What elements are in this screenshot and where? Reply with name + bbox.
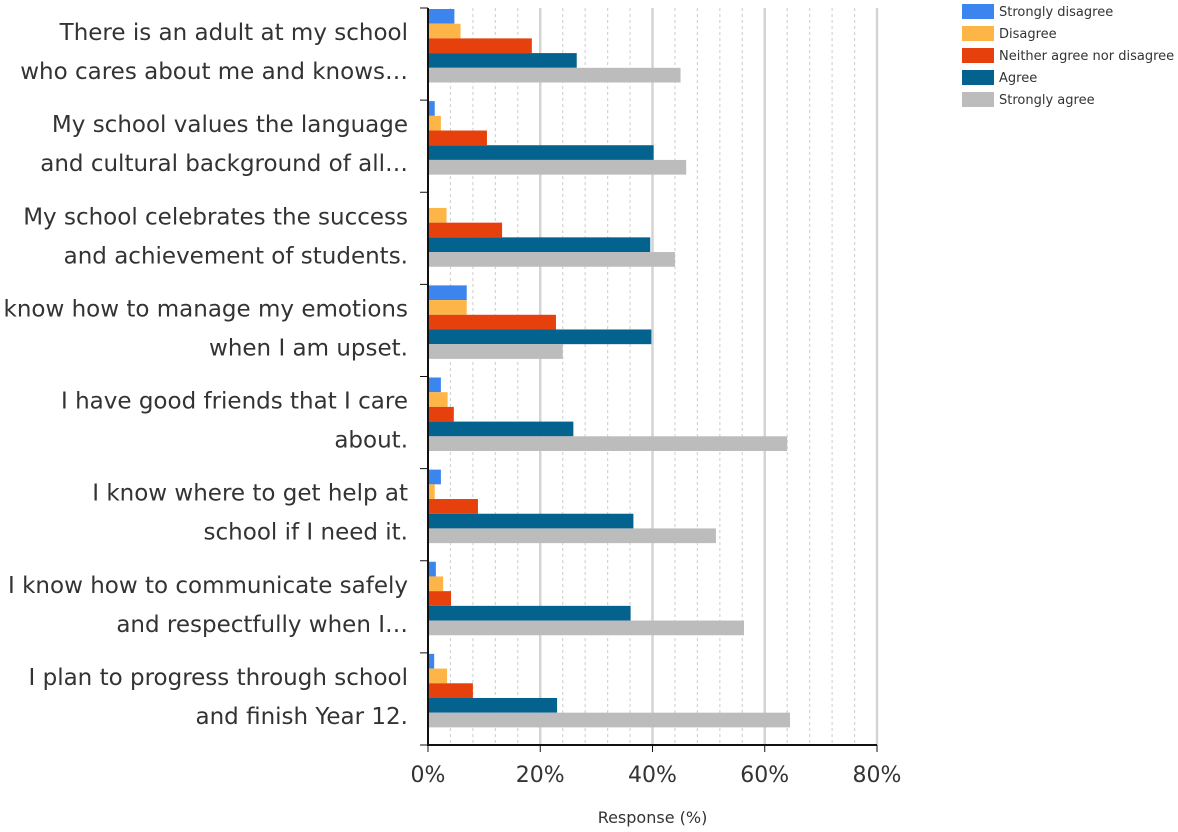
bar-agree (428, 513, 634, 529)
bar-disagree (428, 23, 461, 39)
category-labels: There is an adult at my school who cares … (0, 20, 408, 730)
bar-agree (428, 605, 631, 621)
bar-strongly-agree (428, 67, 681, 83)
bar-strongly-disagree (428, 653, 435, 669)
legend-label: Agree (999, 71, 1037, 86)
bar-strongly-agree (428, 528, 716, 544)
bar-neither-agree-nor-disagree (428, 314, 556, 330)
bar-strongly-disagree (428, 377, 441, 393)
category-label: My school values the language and cultura… (40, 112, 408, 177)
legend-item: Agree (962, 70, 1037, 86)
bar-strongly-disagree (428, 101, 435, 116)
bar-disagree (428, 484, 435, 500)
x-tick-label: 20% (516, 763, 565, 788)
bar-strongly-disagree (428, 285, 467, 301)
bar-strongly-disagree (428, 469, 441, 485)
bar-strongly-agree (428, 344, 563, 359)
bar-disagree (428, 392, 448, 407)
x-tick-labels: 0% 20% 40% 60% 80% (411, 763, 902, 788)
bar-agree (428, 421, 574, 437)
x-tick-label: 60% (740, 763, 789, 788)
bar-agree (428, 145, 654, 160)
bars (428, 9, 791, 728)
bar-group (428, 469, 716, 544)
bar-group (428, 207, 675, 267)
bar-disagree (428, 668, 448, 684)
bar-strongly-agree (428, 252, 675, 267)
bar-disagree (428, 115, 441, 131)
bar-disagree (428, 300, 467, 315)
axes (420, 7, 878, 752)
category-label: I have good friends that I care about. (61, 389, 408, 454)
bar-group (428, 561, 744, 636)
category-label: I know how to manage my emotions when I a… (0, 296, 408, 361)
bar-group (428, 285, 652, 359)
category-label: My school celebrates the success and achi… (23, 204, 408, 269)
bar-agree (428, 53, 577, 68)
bar-strongly-agree (428, 436, 788, 451)
bar-neither-agree-nor-disagree (428, 591, 452, 606)
x-tick-label: 80% (853, 763, 902, 788)
category-label: I know how to communicate safely and resp… (8, 573, 408, 638)
legend-label: Neither agree nor disagree (999, 49, 1174, 64)
category-label: I know where to get help at school if I n… (92, 481, 408, 546)
legend-label: Strongly disagree (999, 5, 1113, 20)
bar-neither-agree-nor-disagree (428, 130, 487, 146)
legend-swatch (962, 4, 994, 19)
bar-group (428, 653, 791, 728)
legend: Strongly disagree Disagree Neither agree n… (962, 4, 1174, 108)
bar-neither-agree-nor-disagree (428, 222, 503, 238)
bar-strongly-agree (428, 620, 744, 636)
x-tick-label: 40% (628, 763, 677, 788)
bar-strongly-agree (428, 159, 687, 175)
bar-strongly-agree (428, 712, 791, 728)
legend-item: Strongly disagree (962, 4, 1113, 20)
bar-neither-agree-nor-disagree (428, 406, 454, 422)
x-tick-label: 0% (411, 763, 446, 788)
legend-item: Strongly agree (962, 92, 1095, 108)
bar-group (428, 377, 788, 451)
legend-item: Disagree (962, 26, 1057, 42)
category-label: There is an adult at my school who cares … (20, 20, 408, 85)
bar-strongly-disagree (428, 9, 455, 24)
legend-swatch (962, 26, 994, 41)
legend-label: Disagree (999, 27, 1057, 42)
bar-disagree (428, 207, 447, 223)
legend-item: Neither agree nor disagree (962, 48, 1174, 64)
category-label: I plan to progress through school and fin… (29, 665, 409, 730)
bar-strongly-disagree (428, 561, 436, 577)
bar-agree (428, 329, 652, 345)
bar-group (428, 101, 687, 175)
bar-group (428, 9, 681, 83)
bar-neither-agree-nor-disagree (428, 499, 478, 514)
legend-label: Strongly agree (999, 93, 1095, 108)
bar-neither-agree-nor-disagree (428, 38, 532, 54)
legend-swatch (962, 70, 994, 85)
bar-disagree (428, 576, 444, 592)
legend-swatch (962, 92, 994, 107)
x-axis-title: Response (%) (598, 808, 708, 827)
bar-neither-agree-nor-disagree (428, 683, 473, 698)
legend-swatch (962, 48, 994, 63)
bar-agree (428, 237, 651, 253)
bar-agree (428, 697, 558, 713)
